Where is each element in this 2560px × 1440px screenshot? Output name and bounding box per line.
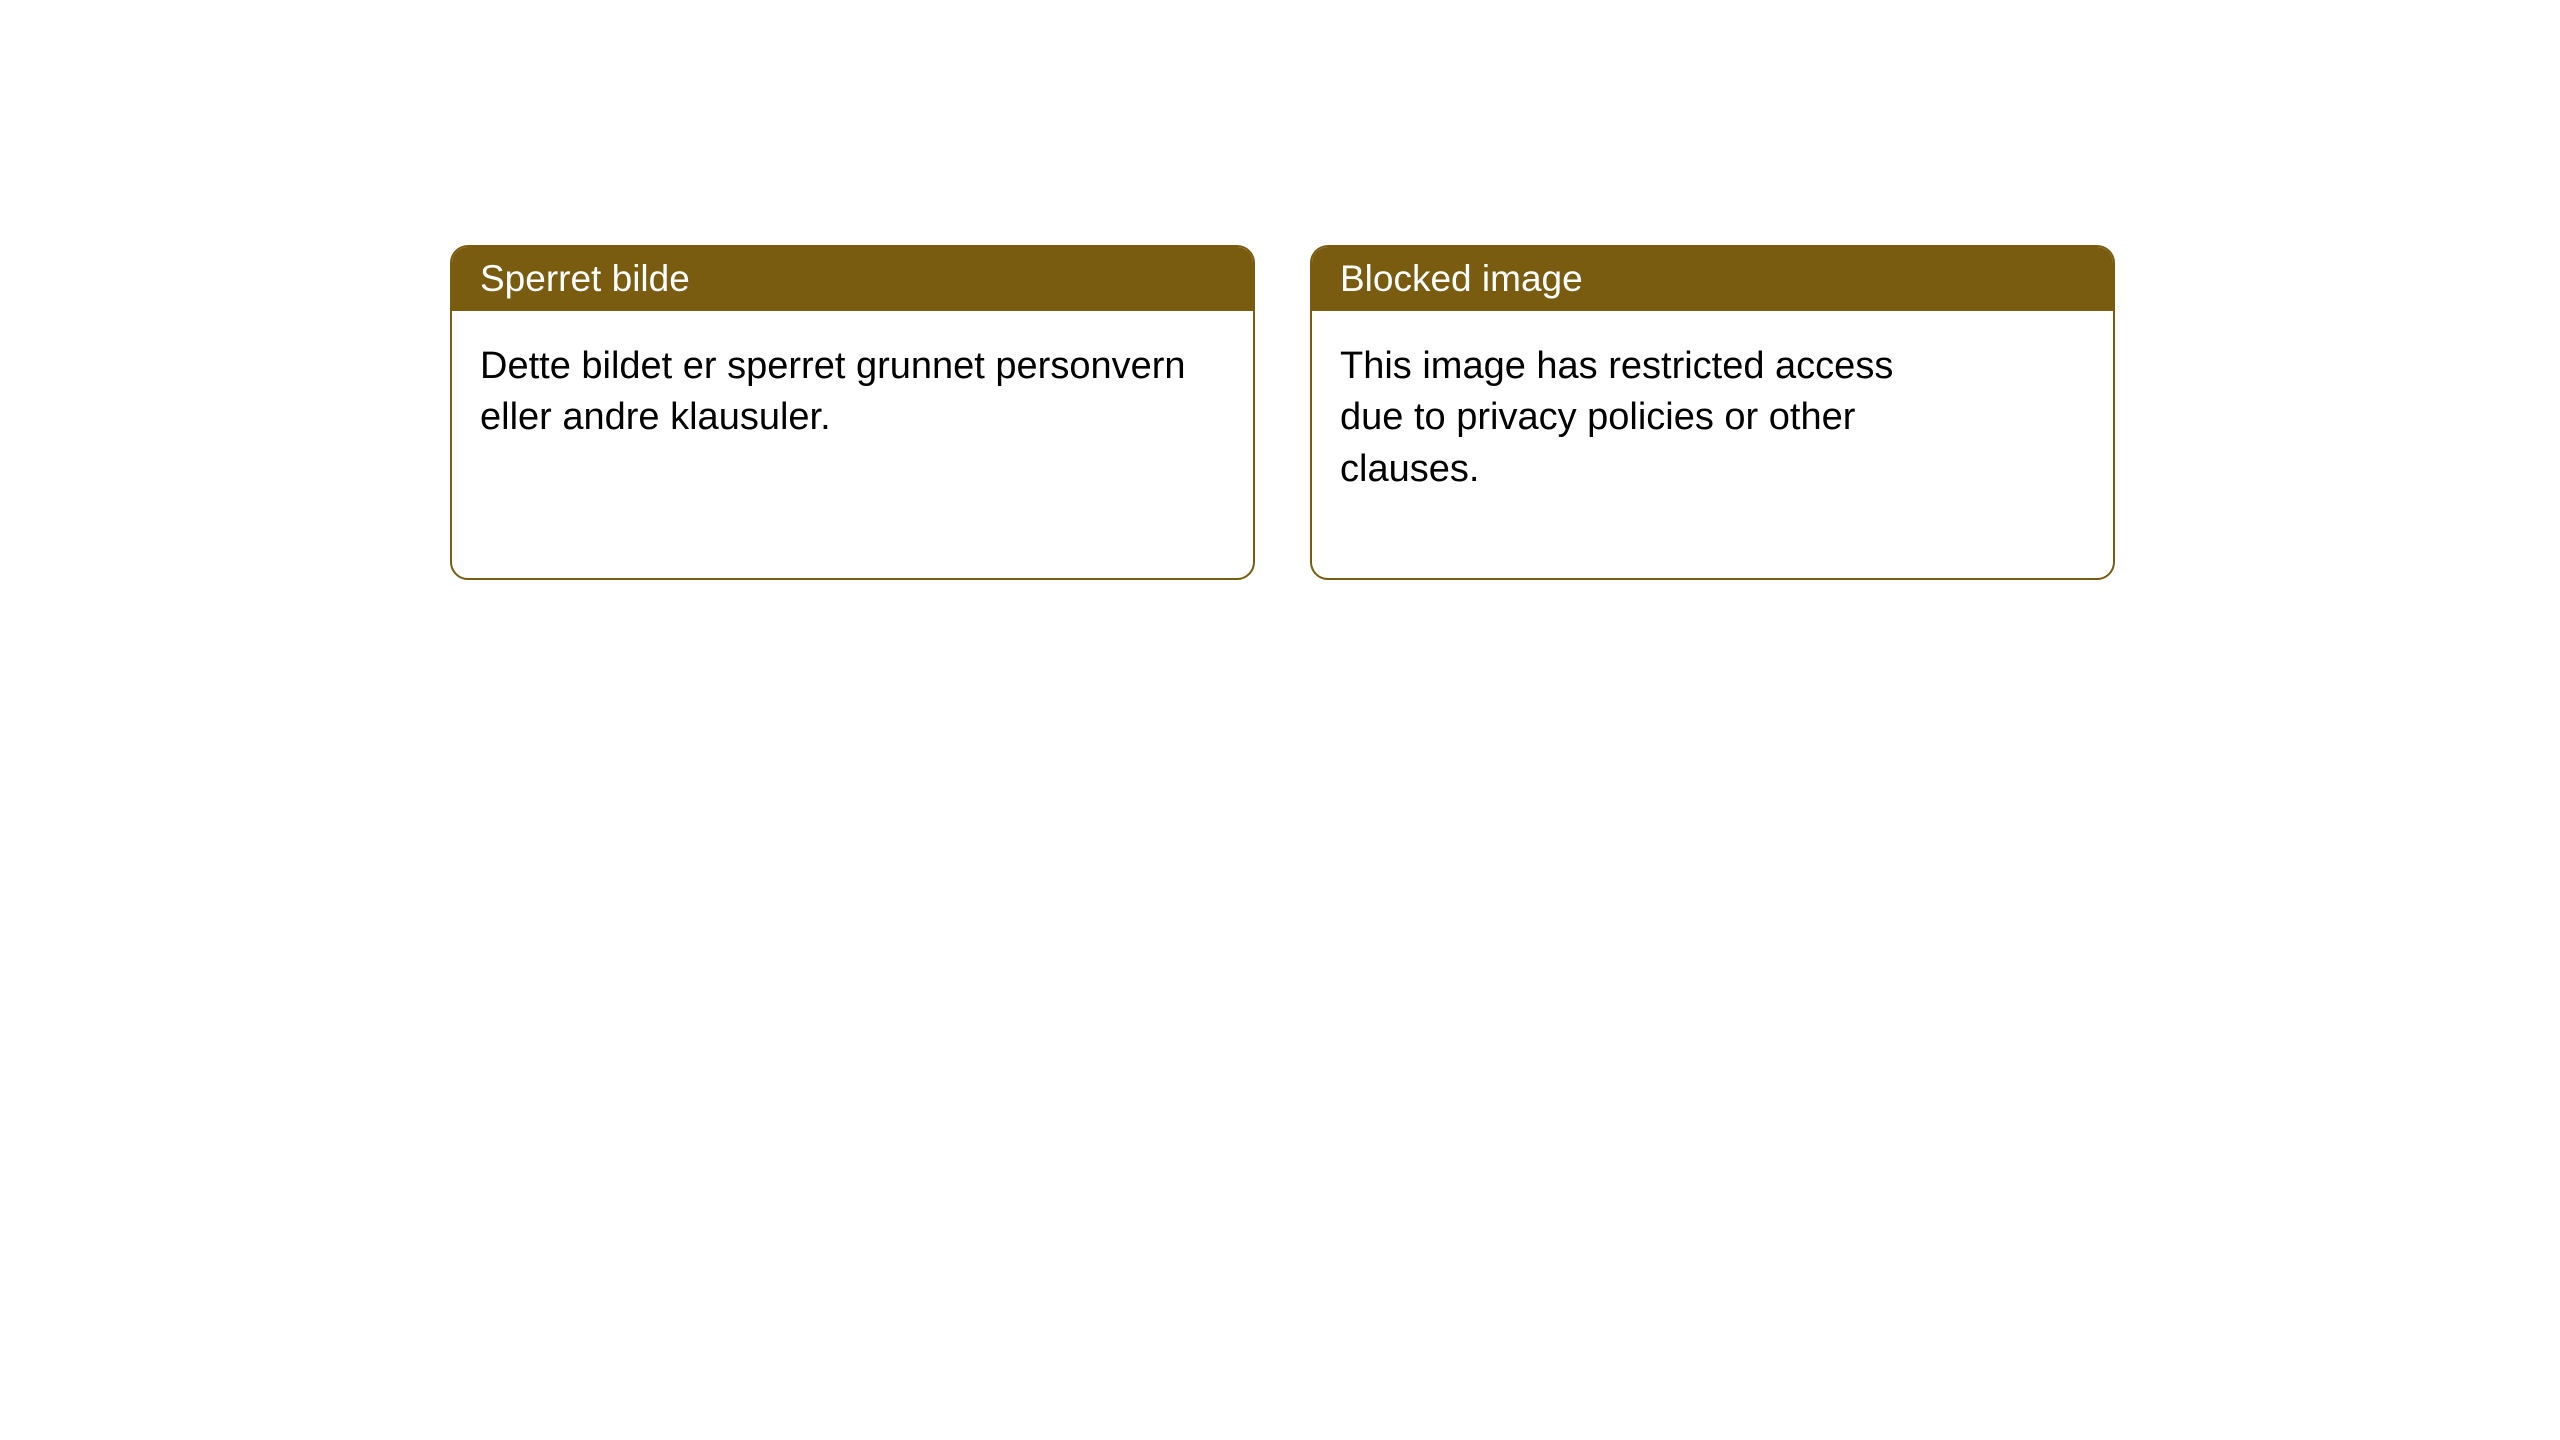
notice-card-english: Blocked image This image has restricted … <box>1310 245 2115 580</box>
notice-container: Sperret bilde Dette bildet er sperret gr… <box>0 0 2560 580</box>
card-title-norwegian: Sperret bilde <box>452 247 1253 311</box>
card-title-english: Blocked image <box>1312 247 2113 311</box>
card-body-english: This image has restricted access due to … <box>1312 311 1952 525</box>
notice-card-norwegian: Sperret bilde Dette bildet er sperret gr… <box>450 245 1255 580</box>
card-body-norwegian: Dette bildet er sperret grunnet personve… <box>452 311 1253 474</box>
